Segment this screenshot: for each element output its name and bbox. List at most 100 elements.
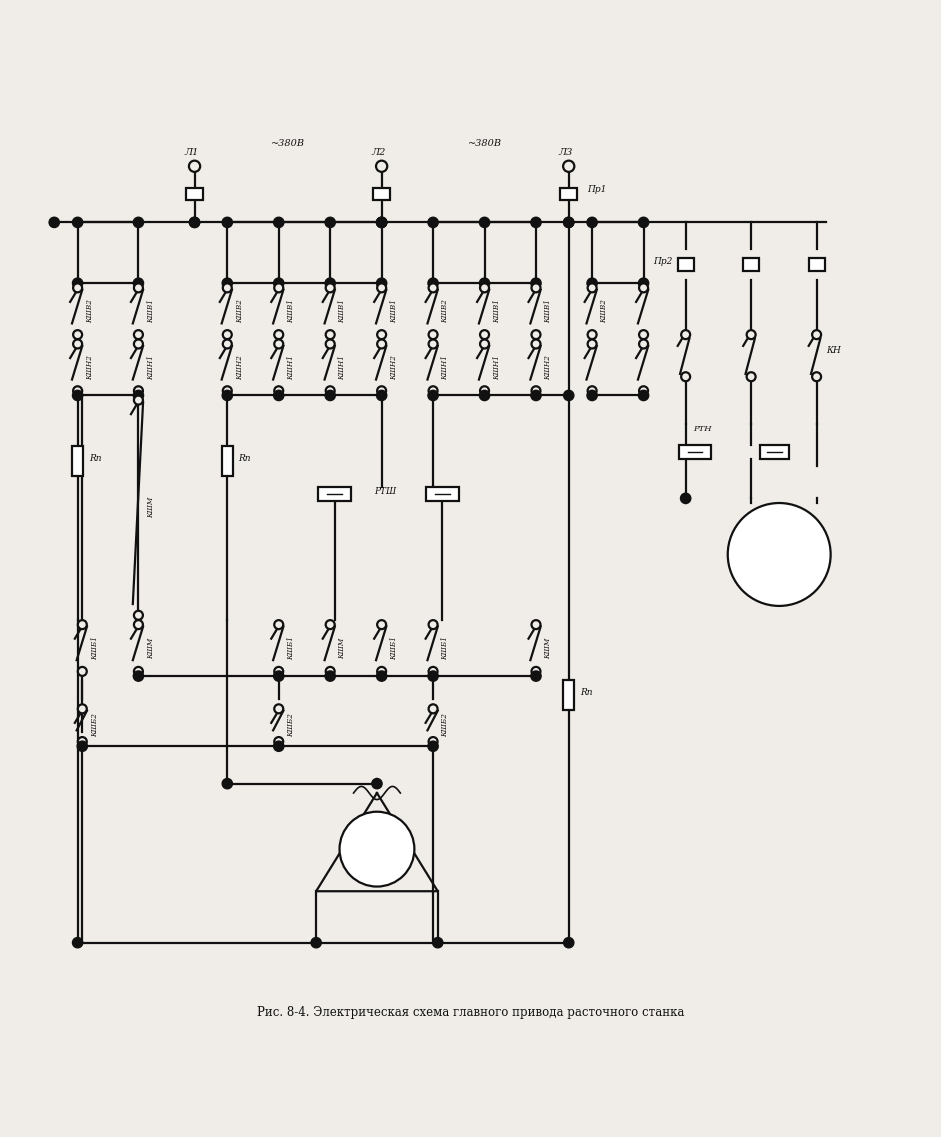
- Circle shape: [134, 279, 144, 289]
- Text: ДШ: ДШ: [360, 845, 380, 854]
- Circle shape: [638, 217, 648, 227]
- Circle shape: [325, 671, 335, 681]
- Circle shape: [377, 283, 386, 292]
- Circle shape: [428, 279, 439, 289]
- Circle shape: [532, 620, 540, 629]
- Text: КШН2: КШН2: [391, 355, 398, 380]
- Text: КШБ1: КШБ1: [287, 636, 295, 659]
- Circle shape: [189, 217, 199, 227]
- Text: РТН: РТН: [694, 425, 711, 433]
- Text: КШБ1: КШБ1: [441, 636, 450, 659]
- Circle shape: [274, 737, 283, 746]
- Text: КШВ1: КШВ1: [391, 299, 398, 323]
- Circle shape: [480, 283, 489, 292]
- Text: КШН2: КШН2: [545, 355, 552, 380]
- Circle shape: [639, 387, 648, 396]
- Text: ДН: ДН: [762, 550, 780, 559]
- Circle shape: [78, 620, 87, 629]
- Circle shape: [587, 340, 597, 348]
- Circle shape: [563, 160, 574, 172]
- Bar: [743, 258, 759, 271]
- Circle shape: [812, 330, 821, 339]
- Circle shape: [326, 620, 335, 629]
- Circle shape: [480, 330, 489, 339]
- Circle shape: [681, 372, 690, 381]
- Circle shape: [587, 390, 598, 400]
- Circle shape: [222, 217, 232, 227]
- Bar: [222, 446, 232, 476]
- Text: КШВ1: КШВ1: [545, 299, 552, 323]
- Circle shape: [134, 620, 143, 629]
- Circle shape: [134, 387, 143, 396]
- Text: Рис. 8-4. Электрическая схема главного привода расточного станка: Рис. 8-4. Электрическая схема главного п…: [257, 1006, 684, 1020]
- Text: РТШ: РТШ: [375, 487, 397, 496]
- Circle shape: [532, 340, 540, 348]
- Text: КШМ: КШМ: [339, 638, 346, 658]
- Circle shape: [274, 667, 283, 675]
- Circle shape: [72, 279, 83, 289]
- Circle shape: [428, 620, 438, 629]
- Circle shape: [532, 283, 540, 292]
- Text: КН: КН: [826, 347, 841, 356]
- Circle shape: [480, 387, 489, 396]
- Text: КШН1: КШН1: [287, 355, 295, 380]
- Circle shape: [532, 330, 540, 339]
- Circle shape: [78, 704, 87, 713]
- Circle shape: [134, 396, 143, 405]
- Circle shape: [639, 330, 648, 339]
- Circle shape: [531, 390, 541, 400]
- Circle shape: [326, 667, 335, 675]
- Text: Rn: Rn: [580, 688, 593, 697]
- Circle shape: [377, 620, 386, 629]
- Text: ~380В: ~380В: [271, 139, 305, 148]
- Bar: [808, 258, 824, 271]
- Text: КШН1: КШН1: [441, 355, 450, 380]
- Bar: [760, 445, 789, 458]
- Circle shape: [372, 779, 382, 789]
- Bar: [678, 445, 711, 458]
- Text: КШБ2: КШБ2: [90, 713, 99, 737]
- Circle shape: [223, 387, 231, 396]
- Circle shape: [428, 390, 439, 400]
- Circle shape: [73, 340, 82, 348]
- Circle shape: [428, 741, 439, 752]
- Circle shape: [274, 390, 284, 400]
- Text: КШН2: КШН2: [86, 355, 94, 380]
- Circle shape: [274, 279, 284, 289]
- Circle shape: [134, 283, 143, 292]
- Circle shape: [49, 217, 59, 227]
- Text: Rn: Rn: [88, 454, 102, 463]
- Circle shape: [428, 704, 438, 713]
- Circle shape: [340, 812, 414, 887]
- Circle shape: [274, 387, 283, 396]
- Circle shape: [325, 390, 335, 400]
- Text: КШМ: КШМ: [545, 638, 552, 658]
- Circle shape: [274, 217, 284, 227]
- Circle shape: [73, 387, 82, 396]
- Circle shape: [78, 667, 87, 675]
- Circle shape: [376, 279, 387, 289]
- Circle shape: [223, 330, 231, 339]
- Bar: [318, 487, 351, 500]
- Text: КШВ1: КШВ1: [493, 299, 501, 323]
- Text: КШБ2: КШБ2: [287, 713, 295, 737]
- Circle shape: [222, 390, 232, 400]
- Text: КШВ2: КШВ2: [86, 299, 94, 323]
- Circle shape: [531, 279, 541, 289]
- Circle shape: [428, 340, 438, 348]
- Text: КШН1: КШН1: [339, 355, 346, 380]
- Text: КШМ: КШМ: [147, 497, 155, 518]
- Circle shape: [73, 330, 82, 339]
- Text: КШН2: КШН2: [235, 355, 244, 380]
- Circle shape: [134, 611, 143, 620]
- Text: КШВ2: КШВ2: [600, 299, 609, 323]
- Circle shape: [587, 387, 597, 396]
- Circle shape: [377, 387, 386, 396]
- Circle shape: [587, 217, 598, 227]
- Circle shape: [428, 387, 438, 396]
- Text: КШМ: КШМ: [147, 638, 155, 658]
- Circle shape: [377, 340, 386, 348]
- Circle shape: [274, 704, 283, 713]
- Circle shape: [274, 330, 283, 339]
- Circle shape: [587, 279, 598, 289]
